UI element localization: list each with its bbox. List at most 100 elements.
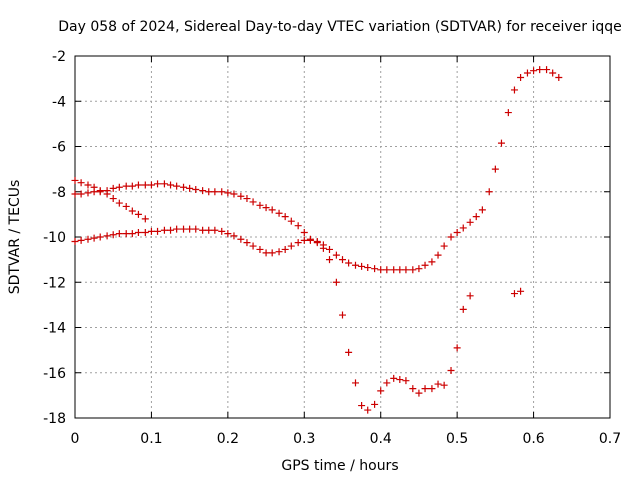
data-point xyxy=(192,185,200,193)
data-point xyxy=(294,222,302,230)
data-point xyxy=(281,213,289,221)
data-point xyxy=(249,198,257,206)
data-point xyxy=(77,190,85,198)
x-tick-label: 0.3 xyxy=(293,431,315,447)
data-point xyxy=(523,69,531,77)
data-point xyxy=(71,176,79,184)
data-point xyxy=(237,192,245,200)
grid-layer xyxy=(75,56,610,418)
data-point xyxy=(90,234,98,242)
data-point xyxy=(180,183,188,191)
data-point xyxy=(167,226,175,234)
data-point xyxy=(122,202,130,210)
data-point xyxy=(96,188,104,196)
data-point xyxy=(268,206,276,214)
data-point xyxy=(485,188,493,196)
data-point xyxy=(555,73,563,81)
data-point xyxy=(160,180,168,188)
data-point xyxy=(180,225,188,233)
data-point xyxy=(396,266,404,274)
x-tick-label: 0.5 xyxy=(446,431,468,447)
data-point xyxy=(530,67,538,75)
data-point xyxy=(383,379,391,387)
data-point xyxy=(218,227,226,235)
x-axis-label: GPS time / hours xyxy=(281,458,398,474)
data-point xyxy=(287,242,295,250)
data-point xyxy=(205,226,213,234)
data-point xyxy=(134,210,142,218)
data-point xyxy=(84,181,92,189)
data-point xyxy=(262,204,270,212)
data-point xyxy=(453,344,461,352)
data-point xyxy=(205,188,213,196)
y-tick-label: -18 xyxy=(43,411,66,427)
data-point xyxy=(84,235,92,243)
data-point xyxy=(141,181,149,189)
data-point xyxy=(440,381,448,389)
data-point xyxy=(128,182,136,190)
data-point xyxy=(510,86,518,94)
data-point xyxy=(536,66,544,74)
data-point xyxy=(396,376,404,384)
chart-title: Day 058 of 2024, Sidereal Day-to-day VTE… xyxy=(58,19,622,35)
data-point xyxy=(96,233,104,241)
data-point xyxy=(434,251,442,259)
data-point xyxy=(122,182,130,190)
data-point xyxy=(77,179,85,187)
data-point xyxy=(434,380,442,388)
data-point xyxy=(211,188,219,196)
data-point xyxy=(497,139,505,147)
data-point xyxy=(243,239,251,247)
data-point xyxy=(358,402,366,410)
data-point xyxy=(134,228,142,236)
x-tick-label: 0 xyxy=(71,431,80,447)
data-point xyxy=(332,251,340,259)
data-point xyxy=(364,264,372,272)
data-point xyxy=(466,292,474,300)
data-point xyxy=(90,188,98,196)
y-tick-label: -8 xyxy=(52,185,66,201)
data-point xyxy=(371,265,379,273)
x-tick-label: 0.4 xyxy=(370,431,392,447)
data-point xyxy=(345,348,353,356)
data-point xyxy=(510,290,518,298)
data-point xyxy=(186,184,194,192)
y-tick-label: -2 xyxy=(52,49,66,65)
data-point xyxy=(134,181,142,189)
data-point xyxy=(199,226,207,234)
data-point xyxy=(192,225,200,233)
data-point xyxy=(256,245,264,253)
x-tick-label: 0.2 xyxy=(217,431,239,447)
data-point xyxy=(262,249,270,257)
data-point xyxy=(345,259,353,267)
data-point xyxy=(243,195,251,203)
data-point xyxy=(281,245,289,253)
data-point xyxy=(128,207,136,215)
data-point xyxy=(103,232,111,240)
data-point xyxy=(173,182,181,190)
data-point xyxy=(390,374,398,382)
data-point xyxy=(428,258,436,266)
data-point xyxy=(160,226,168,234)
data-point xyxy=(447,233,455,241)
data-point xyxy=(453,228,461,236)
data-point xyxy=(115,199,123,207)
data-point xyxy=(339,256,346,264)
data-point xyxy=(141,215,149,223)
data-point xyxy=(371,400,379,408)
data-point xyxy=(517,287,525,295)
data-point xyxy=(459,305,467,313)
tick-layer: 0 0.1 0.2 0.3 0.4 0.5 0.6 0.7 -18 -16 -14 -12 -10 -8 -… xyxy=(43,49,621,447)
x-tick-label: 0.6 xyxy=(522,431,544,447)
data-point xyxy=(109,184,117,192)
data-point xyxy=(409,266,417,274)
data-point xyxy=(415,265,423,273)
data-point xyxy=(230,190,238,198)
data-point xyxy=(103,187,111,195)
data-point xyxy=(402,266,410,274)
data-point xyxy=(71,190,79,198)
data-point xyxy=(109,195,117,203)
x-tick-label: 0.7 xyxy=(599,431,621,447)
data-point xyxy=(549,69,557,77)
